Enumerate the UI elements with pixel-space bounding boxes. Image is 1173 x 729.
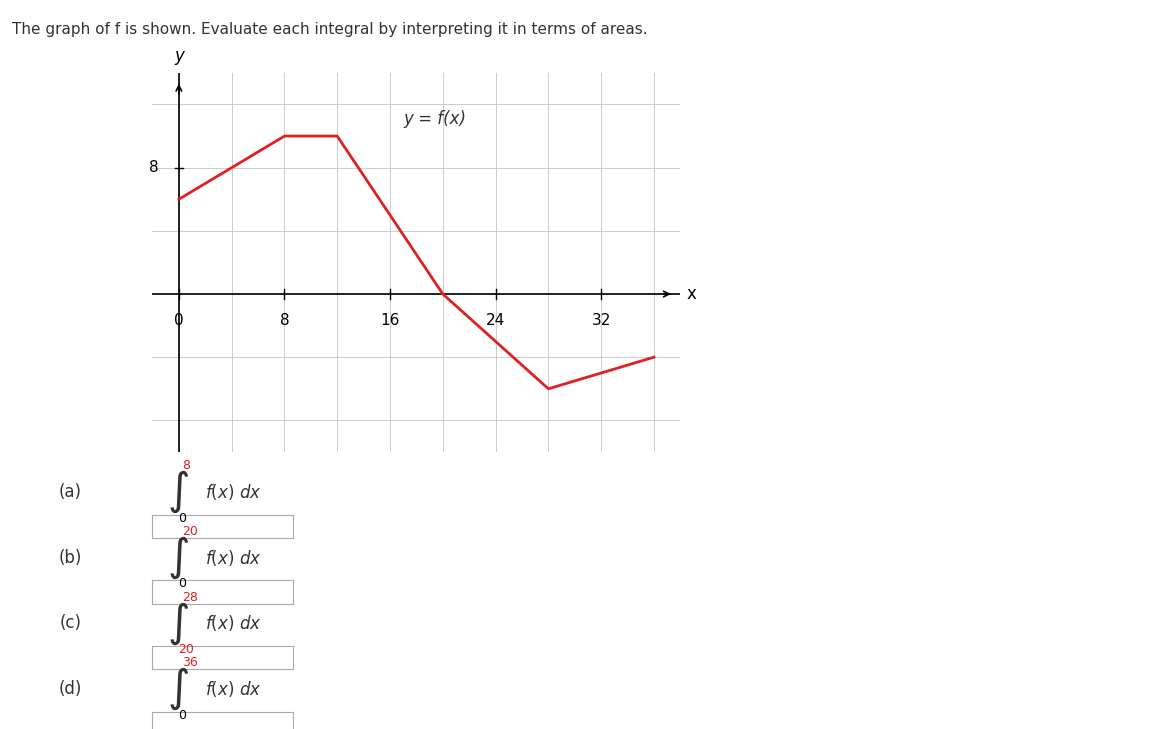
- Text: The graph of f is shown. Evaluate each integral by interpreting it in terms of a: The graph of f is shown. Evaluate each i…: [12, 22, 647, 37]
- Text: 8: 8: [279, 313, 290, 328]
- Text: 20: 20: [178, 643, 195, 656]
- Text: 20: 20: [182, 525, 198, 538]
- Text: 0: 0: [178, 577, 187, 590]
- Text: 28: 28: [182, 590, 198, 604]
- Text: 36: 36: [182, 656, 197, 669]
- Text: 0: 0: [174, 313, 184, 328]
- Text: 8: 8: [182, 459, 190, 472]
- Text: 32: 32: [591, 313, 611, 328]
- Text: 0: 0: [178, 512, 187, 525]
- Text: 16: 16: [380, 313, 400, 328]
- Text: (d): (d): [59, 680, 82, 698]
- Text: y: y: [174, 47, 184, 65]
- Text: (b): (b): [59, 549, 82, 566]
- Text: (c): (c): [60, 615, 82, 632]
- Text: $\int$: $\int$: [167, 666, 189, 712]
- Text: 24: 24: [486, 313, 506, 328]
- Text: $\int$: $\int$: [167, 534, 189, 581]
- Text: $f(x)\ dx$: $f(x)\ dx$: [205, 547, 262, 568]
- Text: $f(x)\ dx$: $f(x)\ dx$: [205, 482, 262, 502]
- Text: $f(x)\ dx$: $f(x)\ dx$: [205, 613, 262, 634]
- Text: 8: 8: [149, 160, 160, 175]
- Text: $\int$: $\int$: [167, 469, 189, 515]
- Text: $\int$: $\int$: [167, 600, 189, 647]
- Text: y = f(x): y = f(x): [404, 110, 466, 128]
- Text: x: x: [687, 285, 697, 303]
- Text: 0: 0: [178, 709, 187, 722]
- Text: (a): (a): [59, 483, 82, 501]
- Text: $f(x)\ dx$: $f(x)\ dx$: [205, 679, 262, 699]
